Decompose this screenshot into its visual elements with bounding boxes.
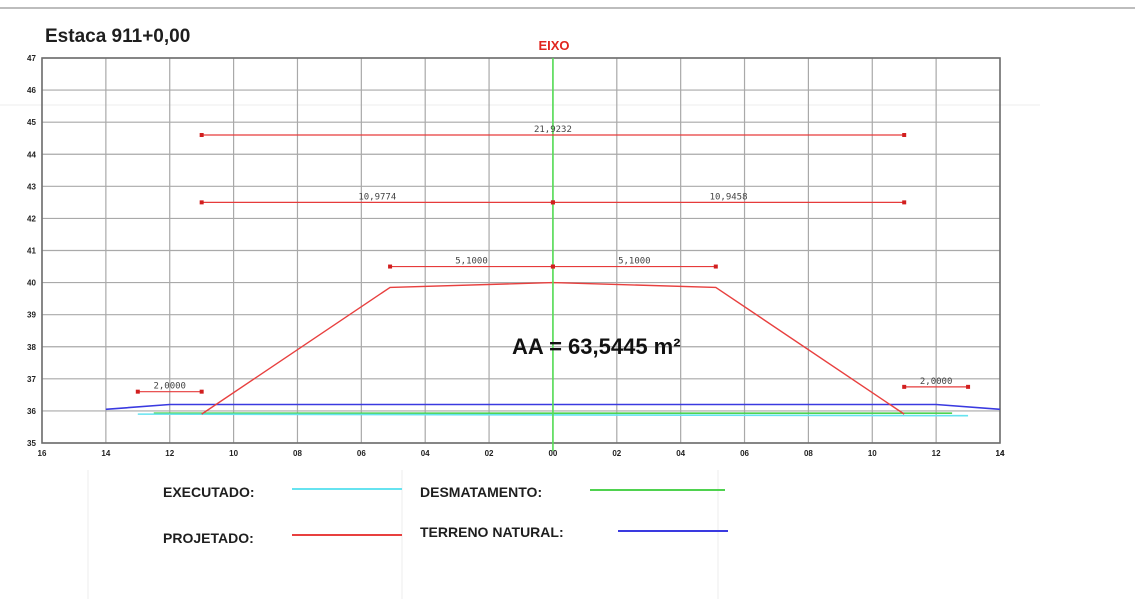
x-tick-label: 14 [996,449,1005,458]
y-tick-label: 40 [27,279,36,288]
background-sheet-lines [0,7,1135,599]
legend-projetado-label: PROJETADO: [163,530,254,546]
x-tick-label: 12 [165,449,174,458]
dimension-label: 2,0000 [153,382,186,392]
dimension-tick [966,384,971,389]
axis-label: EIXO [538,38,569,53]
dimension-label: 21,9232 [534,125,572,135]
x-tick-label: 10 [868,449,877,458]
dimension-label: 10,9774 [358,192,396,202]
y-tick-label: 46 [27,86,36,95]
dimension-tick [199,389,204,394]
dimension-tick [199,200,204,205]
x-tick-label: 08 [804,449,813,458]
y-tick-label: 39 [27,311,36,320]
y-tick-label: 43 [27,182,36,191]
dimension-label: 5,1000 [618,257,651,267]
dimension-lines: 21,9232 10,9774 10,9458 5,1000 5,1000 2,0000 2… [135,125,971,394]
y-tick-label: 42 [27,214,36,223]
x-tick-label: 10 [229,449,238,458]
dimension-tick [550,264,555,269]
dimension-tick [902,133,907,137]
x-tick-label: 08 [293,449,302,458]
x-tick-label: 02 [485,449,494,458]
y-tick-label: 36 [27,407,36,416]
legend-terreno-natural-label: TERRENO NATURAL: [420,524,564,540]
legend-desmatamento-label: DESMATAMENTO: [420,484,542,500]
legend-executado-label: EXECUTADO: [163,484,255,500]
x-tick-label: 04 [676,449,685,458]
legend: EXECUTADO: DESMATAMENTO: PROJETADO: TERR… [163,484,728,546]
dimension-tick [902,384,907,389]
x-tick-label: 14 [996,449,1005,458]
y-tick-labels: 35 36 37 38 39 40 41 42 43 44 45 46 47 [27,54,36,448]
section-title: Estaca 911+0,00 [45,26,190,47]
y-tick-label: 41 [27,247,36,256]
x-tick-label: 06 [357,449,366,458]
y-tick-label: 37 [27,375,36,384]
y-tick-label: 38 [27,343,36,352]
y-tick-label: 44 [27,150,36,159]
x-tick-label: 14 [101,449,110,458]
y-tick-label: 47 [27,54,36,63]
dimension-label: 10,9458 [710,192,748,202]
x-tick-label: 02 [612,449,621,458]
x-tick-label: 16 [38,449,47,458]
dimension-label: 2,0000 [920,377,953,387]
y-tick-label: 45 [27,118,36,127]
x-tick-label: 00 [548,449,557,458]
dimension-label: 5,1000 [455,257,488,267]
dimension-tick [550,200,555,205]
area-label: AA = 63,5445 m² [512,334,681,359]
plot-frame [41,57,1001,444]
dimension-tick [135,389,140,394]
dimension-tick [199,133,204,137]
x-tick-label: 04 [421,449,430,458]
dimension-tick [388,264,393,269]
x-tick-label: 12 [932,449,941,458]
dimension-tick [902,200,907,205]
y-tick-label: 35 [27,439,36,448]
x-tick-label: 06 [740,449,749,458]
dimension-tick [713,264,718,269]
